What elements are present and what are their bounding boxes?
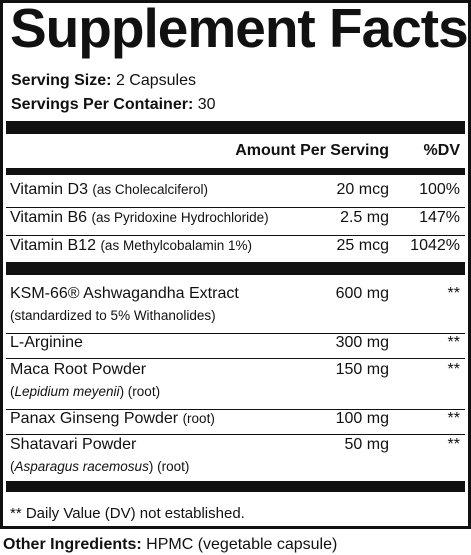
daily-value: ** — [447, 410, 460, 427]
amount: 300 mg — [335, 334, 389, 351]
ingredient-row: KSM-66® Ashwagandha Extract — [10, 286, 239, 302]
detail-part: (standardized to 5% Withanolides) — [10, 308, 216, 323]
amount: 50 mg — [344, 436, 389, 453]
ingredient-detail: (Asparagus racemosus) (root) — [10, 460, 189, 474]
amount: 100 mg — [335, 410, 389, 427]
rule-bar — [6, 168, 465, 175]
amount: 2.5 mg — [340, 209, 389, 226]
value: HPMC (vegetable capsule) — [146, 536, 338, 553]
label: Servings Per Container: — [11, 96, 194, 113]
nutrient-detail: (as Methylcobalamin 1%) — [100, 238, 252, 253]
nutrient-detail: (as Pyridoxine Hydrochloride) — [91, 210, 269, 225]
amount: 600 mg — [335, 285, 389, 302]
rule-line — [6, 409, 465, 410]
detail-part: Asparagus racemosus — [14, 459, 149, 474]
detail-part: Lepidium meyenii — [14, 384, 120, 399]
rule-line — [6, 207, 465, 208]
daily-value: ** — [447, 334, 460, 351]
amount-header: Amount Per Serving — [235, 142, 389, 159]
ingredient-name: Panax Ginseng Powder — [10, 410, 179, 427]
daily-value: 147% — [419, 209, 460, 226]
footnote: ** Daily Value (DV) not established. — [10, 505, 245, 522]
ingredient-row: L-Arginine — [10, 335, 83, 351]
daily-value: ** — [447, 436, 460, 453]
ingredient-detail: (standardized to 5% Withanolides) — [10, 309, 216, 323]
ingredient-row: Panax Ginseng Powder (root) — [10, 411, 215, 427]
rule-bar — [6, 481, 465, 492]
ingredient-name: Shatavari Powder — [10, 436, 137, 453]
serving-size: Serving Size: 2 Capsules — [11, 73, 196, 89]
daily-value: ** — [447, 285, 460, 302]
ingredient-row: Shatavari Powder — [10, 437, 136, 453]
rule-line — [6, 333, 465, 334]
rule-line — [6, 434, 465, 435]
title: Supplement Facts — [10, 0, 469, 59]
nutrient-name: Vitamin B6 — [10, 209, 88, 226]
daily-value: 100% — [419, 181, 460, 198]
detail-part: ) (root) — [148, 459, 190, 474]
label: Serving Size: — [11, 72, 112, 89]
ingredient-detail: (Lepidium meyenii) (root) — [10, 385, 160, 399]
detail-part: ) (root) — [119, 384, 161, 399]
servings-per-container: Servings Per Container: 30 — [11, 97, 216, 113]
nutrient-name: Vitamin D3 — [10, 181, 88, 198]
daily-value: 1042% — [410, 237, 460, 254]
value: 2 Capsules — [115, 72, 196, 89]
value: 30 — [197, 96, 216, 113]
facts-panel: Supplement Facts Serving Size: 2 Capsule… — [0, 0, 471, 529]
ingredient-detail: (root) — [182, 411, 215, 426]
rule-bar — [6, 262, 465, 275]
nutrient-row: Vitamin D3 (as Cholecalciferol) — [10, 182, 208, 198]
nutrient-row: Vitamin B12 (as Methylcobalamin 1%) — [10, 238, 252, 254]
nutrient-detail: (as Cholecalciferol) — [92, 182, 208, 197]
detail-part: ( — [10, 459, 15, 474]
detail-part: ( — [10, 384, 15, 399]
rule-line — [6, 358, 465, 359]
daily-value: ** — [447, 361, 460, 378]
ingredient-name: Maca Root Powder — [10, 361, 147, 378]
nutrient-row: Vitamin B6 (as Pyridoxine Hydrochloride) — [10, 210, 269, 226]
amount: 20 mcg — [336, 181, 389, 198]
amount: 25 mcg — [336, 237, 389, 254]
ingredient-row: Maca Root Powder — [10, 362, 146, 378]
label: Other Ingredients: — [3, 536, 142, 553]
amount: 150 mg — [335, 361, 389, 378]
ingredient-name: KSM-66® Ashwagandha Extract — [10, 285, 239, 302]
dv-header: %DV — [423, 142, 460, 159]
rule-line — [6, 235, 465, 236]
rule-bar — [6, 121, 465, 134]
ingredient-name: L-Arginine — [10, 334, 83, 351]
other-ingredients: Other Ingredients: HPMC (vegetable capsu… — [3, 537, 337, 553]
nutrient-name: Vitamin B12 — [10, 237, 96, 254]
